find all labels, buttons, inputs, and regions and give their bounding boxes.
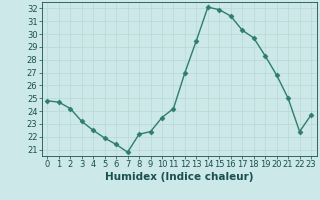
X-axis label: Humidex (Indice chaleur): Humidex (Indice chaleur) bbox=[105, 172, 253, 182]
